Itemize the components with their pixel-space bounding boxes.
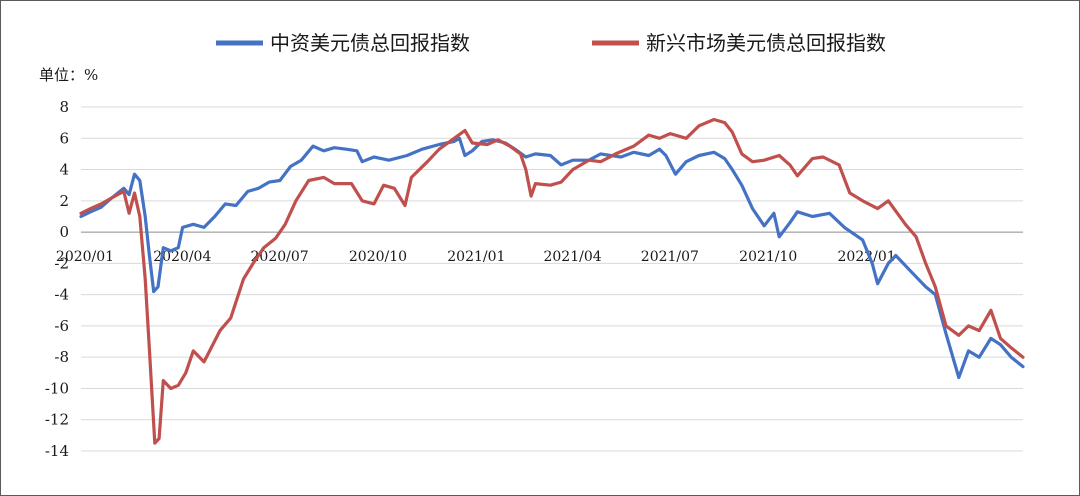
x-tick-label: 2020/04 [153, 249, 211, 265]
x-tick-labels: 2020/01 2020/04 2020/07 2020/10 2021/01 2021/… [56, 249, 896, 265]
series-layer [79, 117, 1025, 445]
y-tick-label: -8 [54, 348, 69, 366]
y-tick-label: -6 [54, 317, 69, 335]
y-tick-labels: 8 6 4 2 0 -2 -4 -6 -8 -10 -12 -14 [45, 98, 69, 460]
legend: 中资美元债总回报指数 新兴市场美元债总回报指数 [216, 31, 886, 55]
unit-label: 单位：% [39, 66, 98, 84]
x-tick-label: 2020/10 [349, 249, 407, 265]
y-tick-label: -12 [45, 411, 69, 429]
x-tick-label: 2021/04 [543, 249, 601, 265]
y-tick-label: 2 [59, 192, 69, 210]
x-tick-label: 2021/10 [739, 249, 797, 265]
y-tick-label: 8 [59, 98, 69, 116]
y-tick-label: 6 [59, 129, 69, 147]
x-tick-label: 2021/01 [447, 249, 505, 265]
x-tick-label: 2020/01 [56, 249, 114, 265]
x-tick-label: 2020/07 [251, 249, 309, 265]
y-tick-label: -4 [54, 286, 69, 304]
y-tick-label: 4 [59, 161, 69, 179]
x-tick-label: 2022/01 [838, 249, 896, 265]
y-tick-label: 0 [59, 223, 69, 241]
legend-label-series-1: 中资美元债总回报指数 [270, 31, 470, 55]
legend-label-series-2: 新兴市场美元债总回报指数 [646, 31, 886, 55]
series-line-2 [79, 117, 1025, 445]
y-tick-label: -2 [54, 254, 69, 272]
y-tick-label: -10 [45, 379, 69, 397]
y-tick-label: -14 [45, 442, 69, 460]
grid-layer [81, 106, 1023, 452]
x-tick-label: 2021/07 [641, 249, 699, 265]
